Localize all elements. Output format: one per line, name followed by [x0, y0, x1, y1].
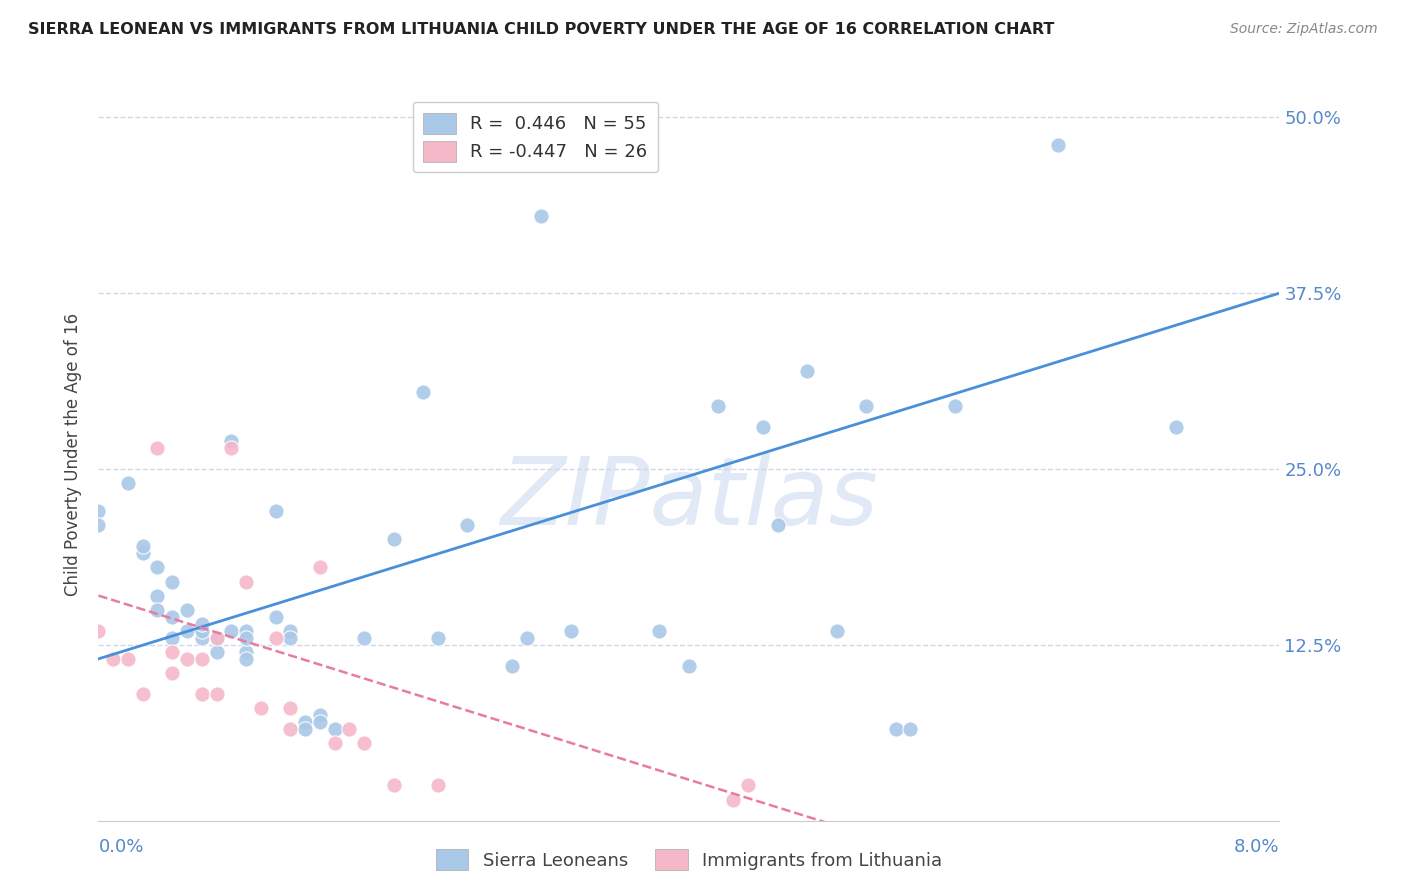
Point [191, 616, 214, 631]
Point [176, 602, 198, 616]
Point [456, 518, 478, 533]
Point [353, 631, 375, 645]
Point [191, 652, 214, 666]
Point [132, 539, 155, 553]
Point [87, 624, 110, 638]
Point [278, 624, 302, 638]
Point [264, 609, 287, 624]
Point [515, 631, 537, 645]
Point [825, 624, 848, 638]
Point [721, 792, 744, 806]
Point [219, 434, 242, 448]
Point [278, 723, 302, 737]
Point [235, 631, 257, 645]
Point [250, 701, 273, 715]
Point [162, 574, 183, 589]
Point [191, 624, 214, 638]
Point [530, 209, 553, 223]
Point [323, 723, 346, 737]
Point [235, 645, 257, 659]
Point [707, 399, 730, 413]
Point [162, 631, 183, 645]
Point [382, 779, 405, 793]
Point [678, 659, 700, 673]
Point [146, 560, 169, 574]
Point [191, 631, 214, 645]
Point [412, 384, 434, 399]
Point [353, 736, 375, 750]
Point [205, 687, 228, 701]
Point [308, 715, 332, 730]
Point [900, 723, 922, 737]
Point [943, 399, 966, 413]
Point [103, 652, 125, 666]
Point [751, 419, 773, 434]
Point [323, 736, 346, 750]
Point [382, 533, 405, 547]
Point [219, 441, 242, 455]
Text: Source: ZipAtlas.com: Source: ZipAtlas.com [1230, 22, 1378, 37]
Point [648, 624, 671, 638]
Text: SIERRA LEONEAN VS IMMIGRANTS FROM LITHUANIA CHILD POVERTY UNDER THE AGE OF 16 CO: SIERRA LEONEAN VS IMMIGRANTS FROM LITHUA… [28, 22, 1054, 37]
Point [87, 518, 110, 533]
Point [132, 687, 155, 701]
Point [1046, 138, 1069, 153]
Point [176, 652, 198, 666]
Point [162, 665, 183, 680]
Point [219, 624, 242, 638]
Point [146, 589, 169, 603]
Point [146, 602, 169, 616]
Text: 8.0%: 8.0% [1234, 838, 1279, 855]
Point [264, 631, 287, 645]
Point [235, 652, 257, 666]
Text: 0.0%: 0.0% [98, 838, 143, 855]
Point [162, 609, 183, 624]
Point [560, 624, 582, 638]
Point [766, 518, 789, 533]
Point [205, 631, 228, 645]
Point [278, 701, 302, 715]
Point [294, 723, 316, 737]
Point [235, 574, 257, 589]
Point [176, 624, 198, 638]
Point [737, 779, 759, 793]
Point [308, 708, 332, 723]
Point [191, 687, 214, 701]
Y-axis label: Child Poverty Under the Age of 16: Child Poverty Under the Age of 16 [65, 313, 83, 597]
Point [87, 504, 110, 518]
Point [162, 645, 183, 659]
Point [884, 723, 907, 737]
Point [117, 652, 139, 666]
Point [426, 779, 449, 793]
Point [132, 546, 155, 560]
Point [796, 363, 818, 377]
Point [264, 504, 287, 518]
Text: ZIPatlas: ZIPatlas [501, 453, 877, 544]
Point [426, 631, 449, 645]
Point [855, 399, 877, 413]
Point [235, 624, 257, 638]
Point [501, 659, 523, 673]
Point [117, 476, 139, 491]
Point [308, 560, 332, 574]
Point [278, 631, 302, 645]
Point [205, 631, 228, 645]
Point [337, 723, 360, 737]
Point [294, 715, 316, 730]
Point [205, 645, 228, 659]
Legend: Sierra Leoneans, Immigrants from Lithuania: Sierra Leoneans, Immigrants from Lithuan… [429, 842, 949, 878]
Point [146, 441, 169, 455]
Point [1164, 419, 1187, 434]
